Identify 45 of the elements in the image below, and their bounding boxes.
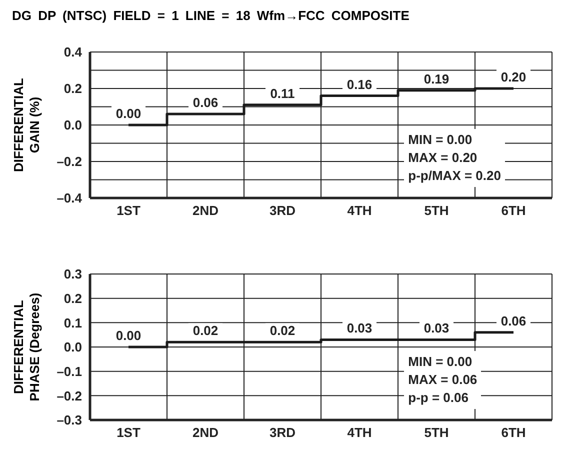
data-label: 0.19 <box>424 71 450 86</box>
x-tick-label: 6TH <box>501 203 526 218</box>
annotation: MIN = 0.00 <box>408 131 474 150</box>
x-tick-label: 3RD <box>269 203 296 218</box>
annotation: p-p = 0.06 <box>408 389 470 408</box>
x-tick-label: 1ST <box>116 203 140 218</box>
y-tick-label: –0.2 <box>56 388 82 404</box>
data-label: 0.11 <box>270 86 295 101</box>
chart-title: DG DP (NTSC) FIELD = 1 LINE = 18 Wfm→FCC COMPOSITE <box>12 8 410 23</box>
data-label: 0.00 <box>116 106 142 121</box>
y-tick-label: 0.2 <box>64 81 82 96</box>
x-tick-label: 5TH <box>424 203 449 218</box>
x-tick-label: 3RD <box>269 425 296 440</box>
data-label: 0.06 <box>500 313 526 328</box>
y-tick-label: 0.2 <box>64 290 82 306</box>
y-tick-label: –0.1 <box>56 364 82 379</box>
data-label: 0.16 <box>346 76 372 92</box>
y-tick-label: –0.4 <box>56 190 83 206</box>
annotation: p-p/MAX = 0.20 <box>408 167 501 186</box>
x-tick-label: 4TH <box>347 425 372 440</box>
y-tick-label: 0.1 <box>64 315 82 330</box>
y-axis-title: DIFFERENTIAL PHASE (Degrees) <box>11 292 43 404</box>
y-tick-label: –0.2 <box>56 154 82 170</box>
data-label: 0.06 <box>192 95 218 110</box>
y-tick-label: –0.3 <box>56 412 82 428</box>
y-tick-label: 0.3 <box>64 266 82 282</box>
annotation: MAX = 0.20 <box>408 149 478 168</box>
annotation: MIN = 0.00 <box>408 353 474 372</box>
x-tick-label: 1ST <box>116 425 140 440</box>
data-label: 0.02 <box>270 323 296 338</box>
x-tick-label: 6TH <box>501 425 526 440</box>
y-tick-label: 0.0 <box>64 118 82 133</box>
data-label: 0.20 <box>500 70 526 84</box>
data-label: 0.02 <box>192 323 218 338</box>
y-tick-label: 0.4 <box>64 44 83 60</box>
annotation: MAX = 0.06 <box>408 371 478 390</box>
y-tick-label: 0.0 <box>64 340 82 355</box>
x-tick-label: 2ND <box>192 203 219 218</box>
x-tick-label: 2ND <box>192 425 219 440</box>
data-label: 0.00 <box>116 328 142 343</box>
y-axis-title: DIFFERENTIAL GAIN (%) <box>11 77 43 174</box>
x-tick-label: 5TH <box>424 425 449 440</box>
data-label: 0.03 <box>346 320 372 336</box>
x-tick-label: 4TH <box>347 203 372 218</box>
data-label: 0.03 <box>424 320 450 336</box>
